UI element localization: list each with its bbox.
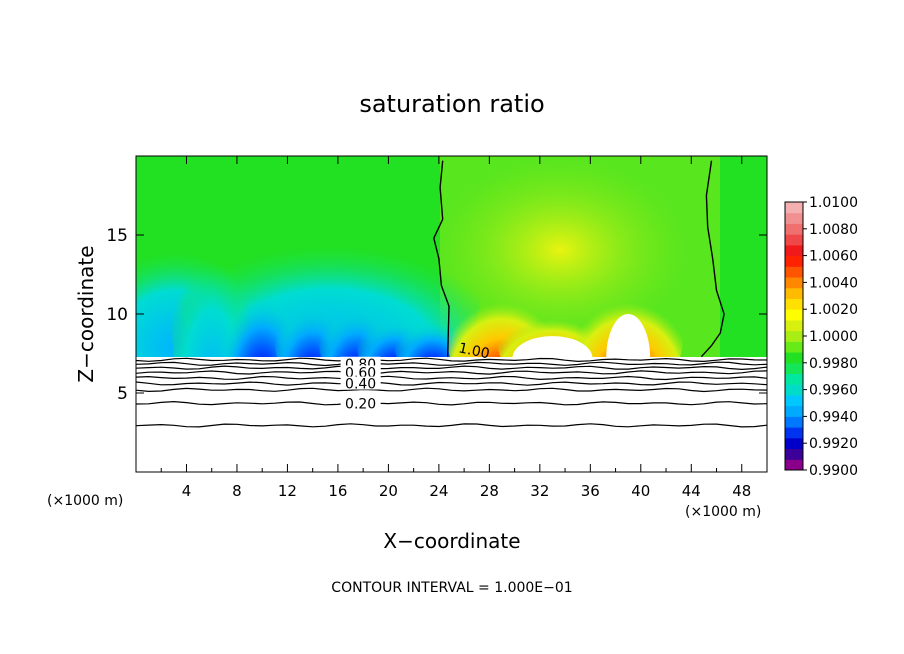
colorbar-swatch bbox=[785, 384, 803, 396]
contour-label-backing bbox=[340, 396, 381, 410]
plot-field: 0.800.600.400.201.00 bbox=[136, 156, 767, 472]
x-unit-left: (×1000 m) bbox=[47, 493, 123, 509]
colorbar-label: 1.0000 bbox=[809, 329, 858, 345]
colorbar-label: 1.0080 bbox=[809, 222, 858, 238]
contour-line-lower bbox=[136, 400, 767, 406]
x-axis-label: X−coordinate bbox=[383, 529, 520, 553]
x-tick-label: 4 bbox=[182, 482, 192, 500]
colorbar-swatch bbox=[785, 266, 803, 278]
colorbar-label: 0.9900 bbox=[809, 463, 858, 479]
colorbar-swatch bbox=[785, 448, 803, 460]
x-tick-label: 28 bbox=[480, 482, 499, 500]
colorbar-swatch bbox=[785, 255, 803, 267]
colorbar-swatch bbox=[785, 330, 803, 342]
colorbar-swatch bbox=[785, 341, 803, 353]
x-tick-label: 40 bbox=[631, 482, 650, 500]
colorbar: 1.0100 1.0080 1.0060 1.0040 1.0020 1.0000 0.99… bbox=[784, 195, 858, 479]
contour-lines: 0.800.600.400.201.00 bbox=[136, 160, 767, 428]
colorbar-label: 1.0020 bbox=[809, 302, 858, 318]
y-tick-label: 10 bbox=[106, 305, 128, 325]
contour-line-lower bbox=[136, 375, 767, 381]
contour-interval-footer: CONTOUR INTERVAL = 1.000E−01 bbox=[331, 580, 572, 596]
colorbar-swatch bbox=[785, 362, 803, 375]
y-tick-label: 15 bbox=[106, 226, 128, 246]
x-unit-right: (×1000 m) bbox=[685, 504, 761, 520]
x-tick-label: 24 bbox=[429, 482, 448, 500]
colorbar-label: 1.0100 bbox=[809, 195, 858, 211]
contour-line-lower bbox=[136, 357, 767, 363]
contour-label: 0.20 bbox=[345, 396, 376, 412]
colorbar-swatch bbox=[785, 394, 803, 407]
colorbar-swatch bbox=[785, 212, 803, 224]
x-tick-label: 8 bbox=[232, 482, 242, 500]
colorbar-swatch bbox=[785, 373, 803, 385]
contour-label-backing bbox=[340, 376, 381, 390]
colorbar-label: 0.9920 bbox=[809, 436, 858, 452]
contour-line-lower bbox=[136, 361, 767, 367]
colorbar-label: 0.9980 bbox=[809, 356, 858, 372]
colorbar-swatch bbox=[785, 405, 803, 417]
contour-line-unity bbox=[700, 160, 725, 358]
contour-label: 0.40 bbox=[345, 377, 376, 393]
colorbar-label: 0.9940 bbox=[809, 409, 858, 425]
colorbar-swatch bbox=[785, 223, 803, 235]
colorbar-label: 0.9960 bbox=[809, 383, 858, 399]
colorbar-swatch bbox=[785, 459, 803, 471]
x-tick-label: 32 bbox=[530, 482, 549, 500]
chart-title: saturation ratio bbox=[359, 90, 544, 118]
y-axis-label: Z−coordinate bbox=[74, 245, 98, 382]
x-tick-label: 48 bbox=[732, 482, 751, 500]
colorbar-swatch bbox=[785, 416, 803, 428]
contour-line-lower bbox=[136, 381, 767, 386]
y-tick-label: 5 bbox=[117, 384, 128, 404]
contour-line-lower bbox=[136, 370, 767, 375]
x-tick-label: 36 bbox=[581, 482, 600, 500]
contour-line-lower bbox=[136, 365, 767, 371]
colorbar-swatch bbox=[785, 277, 803, 289]
colorbar-swatch bbox=[785, 319, 803, 332]
x-axis-ticks: 4 8 12 16 20 24 28 32 36 40 44 48 bbox=[160, 156, 751, 500]
colorbar-swatch bbox=[785, 202, 803, 214]
colorbar-swatch bbox=[785, 298, 803, 310]
colorbar-swatch bbox=[785, 437, 803, 450]
colorbar-label: 1.0040 bbox=[809, 275, 858, 291]
colorbar-swatch bbox=[785, 352, 803, 364]
contour-label-backing bbox=[340, 365, 381, 379]
colorbar-swatch bbox=[785, 309, 803, 321]
contour-label: 1.00 bbox=[457, 340, 491, 362]
x-tick-label: 44 bbox=[682, 482, 701, 500]
contour-line-lower bbox=[136, 387, 767, 393]
y-axis-ticks: 5 10 15 bbox=[106, 226, 767, 404]
x-tick-label: 16 bbox=[328, 482, 347, 500]
colorbar-swatch bbox=[785, 287, 803, 299]
x-tick-label: 20 bbox=[379, 482, 398, 500]
colorbar-label: 1.0060 bbox=[809, 249, 858, 265]
colorbar-swatch bbox=[785, 234, 803, 246]
contour-line-unity bbox=[433, 160, 450, 357]
contour-line-lower bbox=[136, 423, 767, 428]
colorbar-swatch bbox=[785, 427, 803, 439]
cloud-free-layer bbox=[136, 357, 767, 472]
colorbar-swatch bbox=[785, 244, 803, 257]
x-tick-label: 12 bbox=[278, 482, 297, 500]
